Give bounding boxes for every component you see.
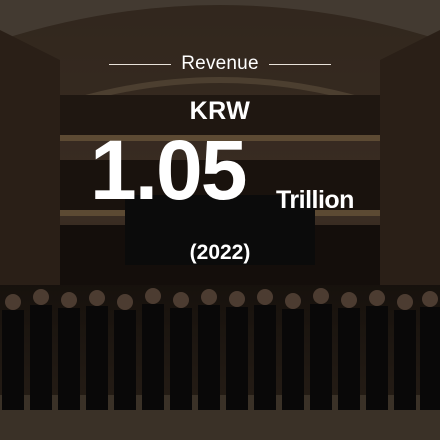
currency-code: KRW <box>189 97 251 125</box>
metric-label: Revenue <box>181 53 259 74</box>
metric-year: (2022) <box>189 241 251 264</box>
metric-unit: Trillion <box>276 186 354 214</box>
metric-value: 1.05 <box>90 123 247 217</box>
left-divider <box>109 63 172 65</box>
metric-label-row: Revenue <box>0 52 440 76</box>
right-divider <box>268 63 331 65</box>
